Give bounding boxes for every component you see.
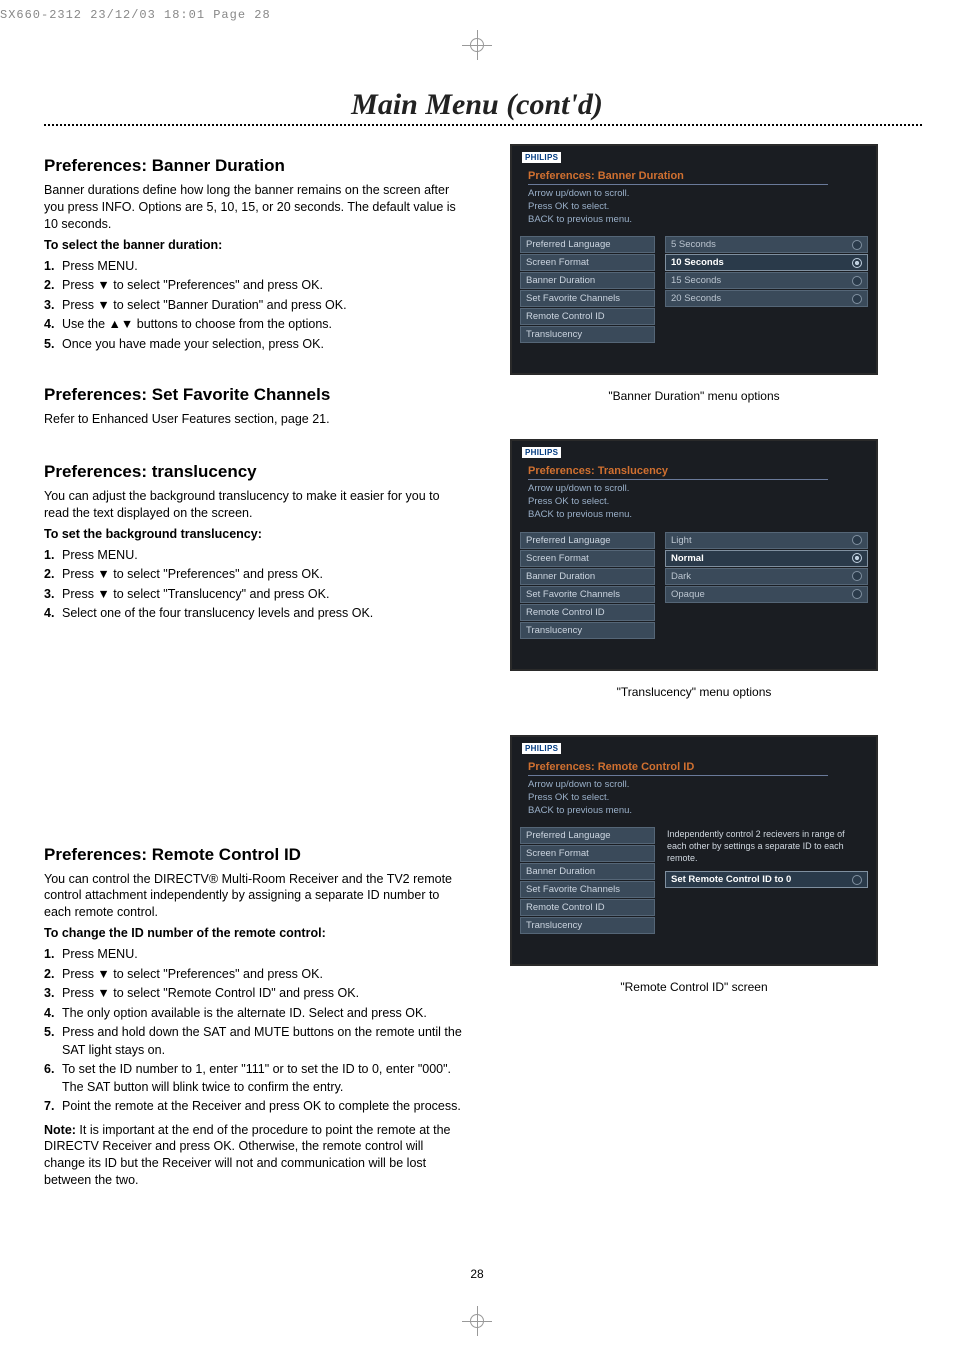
radio-icon [852, 276, 862, 286]
step-text: Press MENU. [62, 947, 138, 961]
tv-side-item: Set Favorite Channels [520, 881, 655, 898]
tv-hint: Arrow up/down to scroll. Press OK to sel… [528, 779, 828, 817]
tv-side-item: Set Favorite Channels [520, 586, 655, 603]
caption-3: "Remote Control ID" screen [504, 980, 884, 994]
tv-side-item: Screen Format [520, 845, 655, 862]
right-column: PHILIPS Preferences: Banner Duration Arr… [504, 144, 884, 1193]
sec3-instr-head: To set the background translucency: [44, 526, 464, 543]
page-title: Main Menu (cont'd) [0, 88, 954, 122]
tv-title: Preferences: Banner Duration [528, 170, 828, 185]
tv-side-item: Banner Duration [520, 272, 655, 289]
step-text: Press ▼ to select "Preferences" and pres… [62, 567, 323, 581]
tv-side-item: Screen Format [520, 550, 655, 567]
tv-option: 20 Seconds [665, 290, 868, 307]
step-text: Press MENU. [62, 548, 138, 562]
crop-mark-bottom [462, 1306, 492, 1336]
tv-description: Independently control 2 recievers in ran… [665, 827, 868, 870]
radio-icon [852, 875, 862, 885]
tv-sidebar: Preferred Language Screen Format Banner … [520, 236, 655, 343]
tv-option: Opaque [665, 586, 868, 603]
page-number: 28 [0, 1267, 954, 1281]
tv-side-item: Translucency [520, 917, 655, 934]
tv-side-item: Remote Control ID [520, 308, 655, 325]
tv-side-item: Remote Control ID [520, 899, 655, 916]
sec3-body: You can adjust the background translucen… [44, 488, 464, 522]
screenshot-translucency: PHILIPS Preferences: Translucency Arrow … [510, 439, 878, 670]
left-column: Preferences: Banner Duration Banner dura… [44, 144, 464, 1193]
tv-side-item: Banner Duration [520, 568, 655, 585]
tv-option: 5 Seconds [665, 236, 868, 253]
document-meta: SX660-2312 23/12/03 18:01 Page 28 [0, 8, 271, 22]
sec4-steps: 1.Press MENU. 2.Press ▼ to select "Prefe… [44, 946, 464, 1116]
tv-sidebar: Preferred Language Screen Format Banner … [520, 827, 655, 934]
step-text: Press ▼ to select "Preferences" and pres… [62, 967, 323, 981]
tv-side-item: Preferred Language [520, 827, 655, 844]
step-text: Select one of the four translucency leve… [62, 606, 373, 620]
radio-icon [852, 258, 862, 268]
caption-2: "Translucency" menu options [504, 685, 884, 699]
radio-icon [852, 553, 862, 563]
sec3-steps: 1.Press MENU. 2.Press ▼ to select "Prefe… [44, 547, 464, 623]
tv-side-item: Preferred Language [520, 532, 655, 549]
brand-logo: PHILIPS [522, 447, 561, 458]
tv-option: Normal [665, 550, 868, 567]
step-text: Press ▼ to select "Banner Duration" and … [62, 298, 347, 312]
sec1-steps: 1.Press MENU. 2.Press ▼ to select "Prefe… [44, 258, 464, 354]
tv-right-panel: Independently control 2 recievers in ran… [665, 827, 868, 934]
brand-logo: PHILIPS [522, 743, 561, 754]
tv-hint: Arrow up/down to scroll. Press OK to sel… [528, 483, 828, 521]
tv-side-item: Screen Format [520, 254, 655, 271]
tv-action: Set Remote Control ID to 0 [665, 871, 868, 888]
radio-icon [852, 535, 862, 545]
radio-icon [852, 240, 862, 250]
sec4-heading: Preferences: Remote Control ID [44, 845, 464, 865]
step-text: Press ▼ to select "Preferences" and pres… [62, 278, 323, 292]
step-text: Press and hold down the SAT and MUTE but… [62, 1025, 462, 1057]
sec4-instr-head: To change the ID number of the remote co… [44, 925, 464, 942]
tv-side-item: Translucency [520, 622, 655, 639]
tv-options: 5 Seconds 10 Seconds 15 Seconds 20 Secon… [665, 236, 868, 343]
radio-icon [852, 589, 862, 599]
tv-side-item: Banner Duration [520, 863, 655, 880]
step-text: Press ▼ to select "Remote Control ID" an… [62, 986, 359, 1000]
step-text: Once you have made your selection, press… [62, 337, 324, 351]
sec4-body: You can control the DIRECTV® Multi-Room … [44, 871, 464, 922]
tv-side-item: Set Favorite Channels [520, 290, 655, 307]
tv-side-item: Remote Control ID [520, 604, 655, 621]
sec1-instr-head: To select the banner duration: [44, 237, 464, 254]
tv-option: Light [665, 532, 868, 549]
radio-icon [852, 571, 862, 581]
step-text: Use the ▲▼ buttons to choose from the op… [62, 317, 332, 331]
tv-options: Light Normal Dark Opaque [665, 532, 868, 639]
screenshot-remote-id: PHILIPS Preferences: Remote Control ID A… [510, 735, 878, 966]
divider [44, 124, 922, 126]
brand-logo: PHILIPS [522, 152, 561, 163]
step-text: The only option available is the alterna… [62, 1006, 427, 1020]
tv-hint: Arrow up/down to scroll. Press OK to sel… [528, 188, 828, 226]
step-text: Press MENU. [62, 259, 138, 273]
tv-side-item: Preferred Language [520, 236, 655, 253]
tv-title: Preferences: Translucency [528, 465, 828, 480]
tv-option: 10 Seconds [665, 254, 868, 271]
sec2-heading: Preferences: Set Favorite Channels [44, 385, 464, 405]
radio-icon [852, 294, 862, 304]
tv-option: Dark [665, 568, 868, 585]
sec4-note: Note: It is important at the end of the … [44, 1122, 464, 1190]
sec1-heading: Preferences: Banner Duration [44, 156, 464, 176]
screenshot-banner-duration: PHILIPS Preferences: Banner Duration Arr… [510, 144, 878, 375]
step-text: Press ▼ to select "Translucency" and pre… [62, 587, 329, 601]
tv-sidebar: Preferred Language Screen Format Banner … [520, 532, 655, 639]
tv-option: 15 Seconds [665, 272, 868, 289]
tv-title: Preferences: Remote Control ID [528, 761, 828, 776]
sec1-body: Banner durations define how long the ban… [44, 182, 464, 233]
sec3-heading: Preferences: translucency [44, 462, 464, 482]
sec2-body: Refer to Enhanced User Features section,… [44, 411, 464, 428]
crop-mark-top [462, 30, 492, 60]
step-text: To set the ID number to 1, enter "111" o… [62, 1062, 451, 1094]
step-text: Point the remote at the Receiver and pre… [62, 1099, 461, 1113]
tv-side-item: Translucency [520, 326, 655, 343]
caption-1: "Banner Duration" menu options [504, 389, 884, 403]
